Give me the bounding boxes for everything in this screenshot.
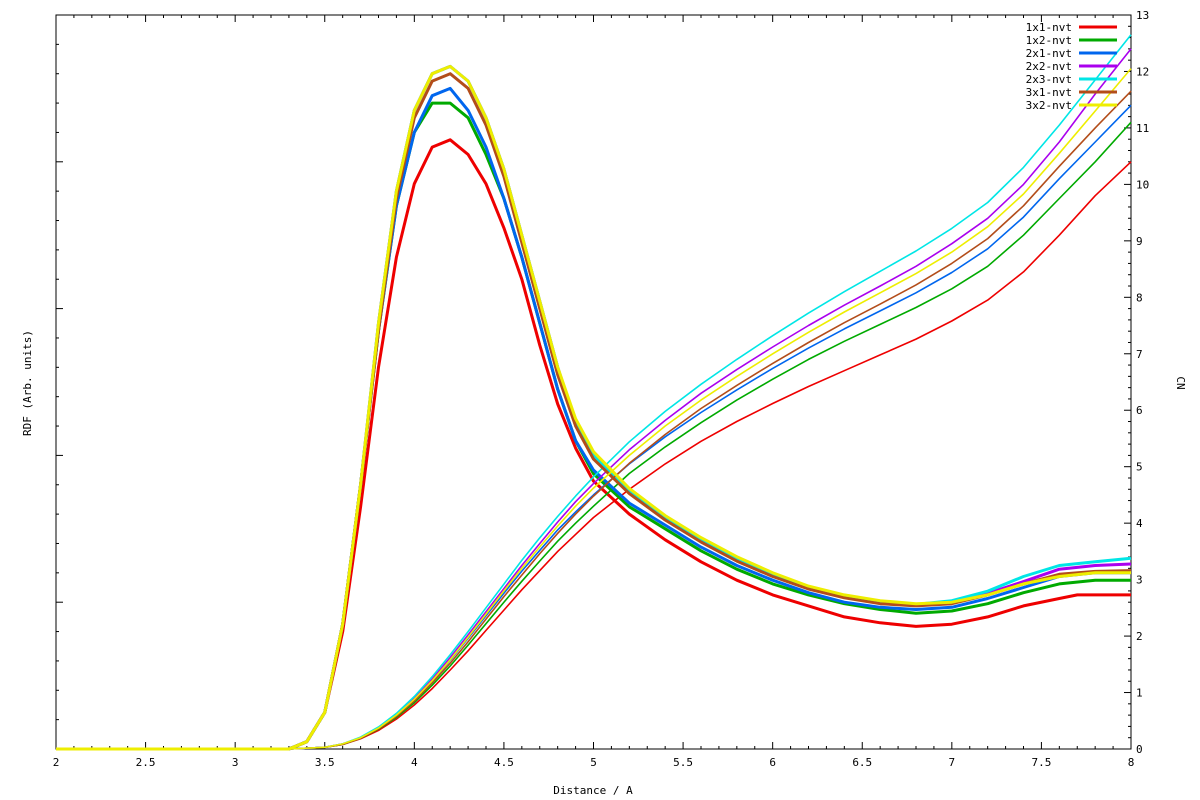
series-rdf-line-2x3-nvt [56,64,1132,751]
legend-label-1x2-nvt: 1x2-nvt [1026,34,1072,47]
x-tick-label: 3.5 [315,756,335,769]
legend: 1x1-nvt1x2-nvt2x1-nvt2x2-nvt2x3-nvt3x1-n… [1026,21,1117,112]
y-right-tick-label: 12 [1136,65,1149,78]
x-tick-label: 4 [411,756,418,769]
x-tick-label: 5 [590,756,597,769]
legend-label-2x1-nvt: 2x1-nvt [1026,47,1072,60]
y-right-tick-label: 4 [1136,517,1143,530]
y-axis-right-title: CN [1174,376,1187,389]
series-cn-line-2x2-nvt [56,48,1132,750]
y-right-tick-label: 13 [1136,9,1149,22]
x-tick-label: 3 [232,756,239,769]
y-right-tick-label: 3 [1136,574,1143,587]
x-tick-label: 6 [769,756,776,769]
y-right-tick-label: 5 [1136,461,1143,474]
x-tick-label: 4.5 [494,756,514,769]
y-right-tick-label: 6 [1136,404,1143,417]
series-layer [56,34,1132,751]
legend-label-2x3-nvt: 2x3-nvt [1026,73,1072,86]
y-right-tick-label: 1 [1136,687,1143,700]
x-tick-label: 5.5 [673,756,693,769]
y-right-tick-label: 0 [1136,743,1143,756]
series-rdf-line-2x2-nvt [56,64,1132,751]
x-axis-title: Distance / A [553,784,633,797]
series-rdf-line-3x2-nvt [56,64,1131,751]
series-cn-line-2x3-nvt [56,34,1132,750]
legend-label-3x1-nvt: 3x1-nvt [1026,86,1072,99]
x-tick-label: 8 [1128,756,1135,769]
y-axis-left-title: RDF (Arb. units) [21,330,34,436]
y-right-tick-label: 10 [1136,178,1149,191]
legend-label-3x2-nvt: 3x2-nvt [1026,99,1072,112]
series-cn-line-1x1-nvt [56,161,1132,750]
series-rdf-line-2x1-nvt [56,86,1131,751]
y-right-tick-label: 8 [1136,291,1143,304]
x-axis-ticks: 2 2.5 3 3.5 4 4.5 5 5.5 6 6.5 7 7.5 8 [53,15,1135,769]
series-rdf-line-3x1-nvt [56,72,1132,751]
series-cn-line-3x2-nvt [56,68,1132,750]
legend-label-2x2-nvt: 2x2-nvt [1026,60,1072,73]
x-tick-label: 7.5 [1031,756,1051,769]
y-right-tick-label: 7 [1136,348,1143,361]
x-tick-label: 7 [949,756,956,769]
series-rdf-line-1x1-nvt [56,138,1131,751]
series-rdf-line-1x2-nvt [56,101,1131,751]
legend-label-1x1-nvt: 1x1-nvt [1026,21,1072,34]
series-cn-line-2x1-nvt [56,104,1132,750]
y-right-tick-label: 9 [1136,235,1143,248]
plot-frame [55,14,1132,750]
y-right-tick-label: 2 [1136,630,1143,643]
x-tick-label: 2 [53,756,60,769]
left-axis-ticks [56,14,63,750]
x-tick-label: 2.5 [136,756,156,769]
series-cn-line-3x1-nvt [56,90,1132,750]
y-right-tick-label: 11 [1136,122,1149,135]
x-tick-label: 6.5 [852,756,872,769]
